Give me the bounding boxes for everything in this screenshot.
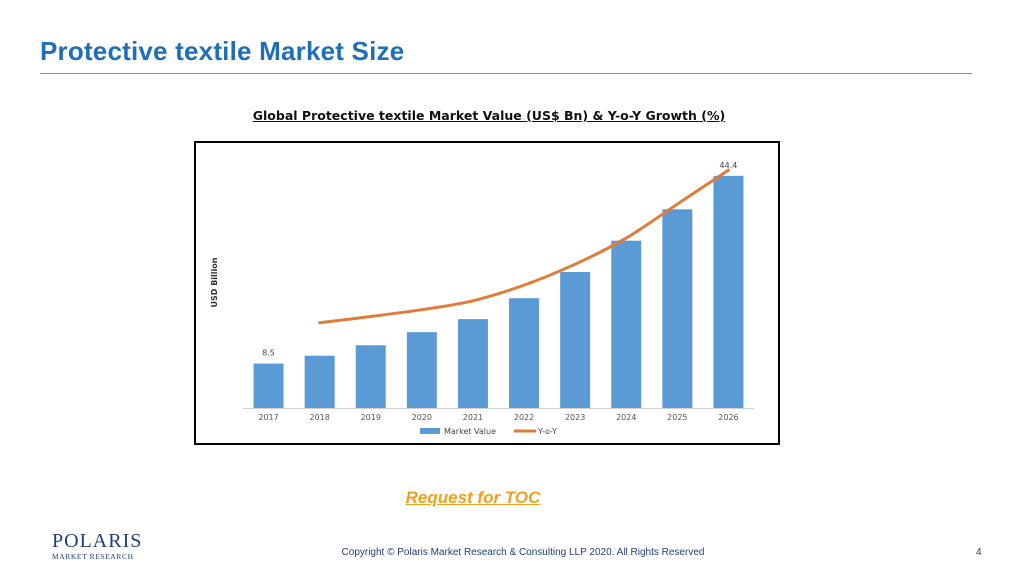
market-chart: USD Billion 8.5 2017 2018 2019 2020 2021 2022 20… — [210, 161, 754, 436]
bar-2025 — [662, 209, 693, 408]
yoy-line — [318, 168, 730, 325]
x-tick-label-2025: 2025 — [667, 413, 687, 422]
x-tick-label-2023: 2023 — [565, 413, 585, 422]
x-tick-label-2024: 2024 — [616, 413, 636, 422]
logo-name: POLARIS — [52, 530, 143, 552]
copyright-text: Copyright © Polaris Market Research & Co… — [341, 547, 705, 558]
polaris-logo: POLARIS MARKET RESEARCH — [52, 530, 142, 564]
legend-label-market-value: Market Value — [444, 427, 496, 436]
bar-2022 — [509, 298, 540, 408]
x-tick-label-2017: 2017 — [258, 413, 278, 422]
bar-2017 — [253, 363, 284, 408]
logo-subtitle: MARKET RESEARCH — [52, 552, 134, 561]
slide-title: Protective textile Market Size — [40, 36, 405, 66]
legend-label-yoy: Y-o-Y — [537, 427, 557, 436]
page-number: 4 — [976, 547, 982, 558]
x-tick-label-2022: 2022 — [514, 413, 534, 422]
x-tick-label-2020: 2020 — [412, 413, 432, 422]
data-label-2026: 44.4 — [720, 161, 738, 170]
bar-2026 — [713, 175, 744, 408]
chart-title: Global Protective textile Market Value (… — [252, 108, 726, 123]
title-divider — [40, 73, 972, 74]
legend-swatch-market-value — [420, 428, 440, 434]
bar-2018 — [304, 355, 335, 408]
y-axis-label: USD Billion — [210, 257, 219, 307]
x-tick-label-2026: 2026 — [718, 413, 738, 422]
x-tick-label-2019: 2019 — [361, 413, 381, 422]
request-toc-link[interactable]: Request for TOC — [405, 488, 541, 507]
bar-2021 — [457, 319, 488, 408]
bar-2020 — [406, 332, 437, 408]
bar-2023 — [560, 272, 591, 408]
bar-2019 — [355, 345, 386, 408]
x-tick-label-2018: 2018 — [309, 413, 329, 422]
bar-2024 — [611, 240, 642, 408]
data-label-2017: 8.5 — [262, 349, 275, 358]
chart-frame: USD Billion 8.5 2017 2018 2019 2020 2021 2022 20… — [194, 141, 780, 445]
x-tick-label-2021: 2021 — [463, 413, 483, 422]
